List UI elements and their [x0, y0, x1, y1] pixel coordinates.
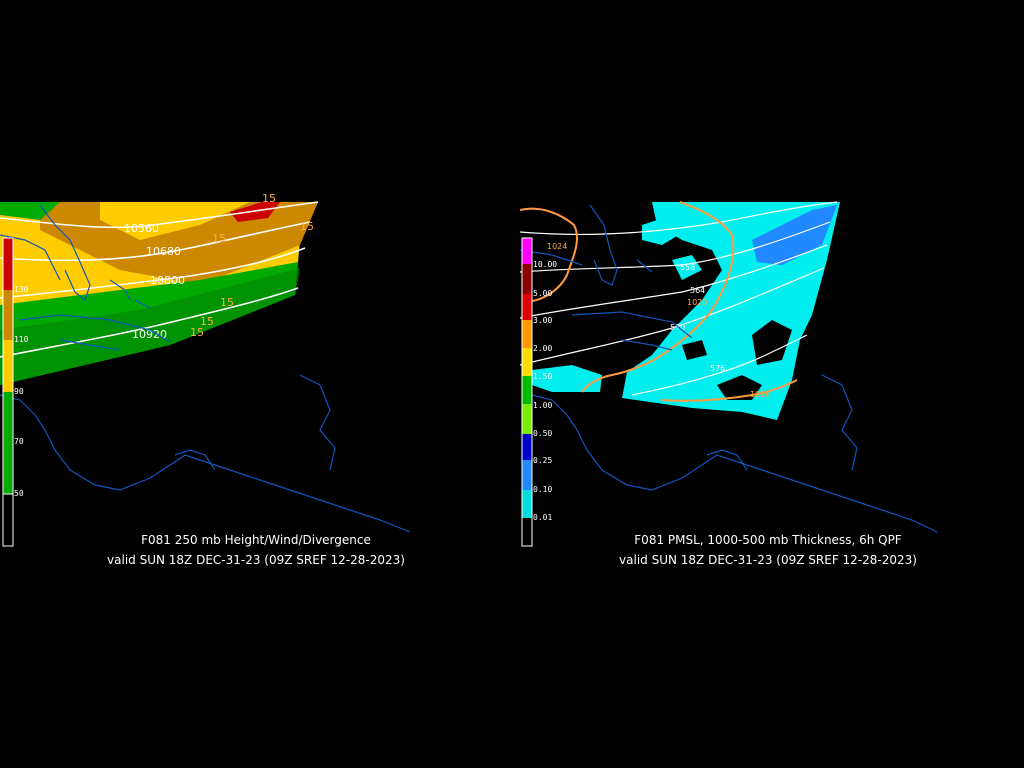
colorbar-label: 5.00 — [533, 289, 552, 298]
thickness-label: 558 — [680, 263, 695, 272]
right-map-valid-time: valid SUN 18Z DEC-31-23 (09Z SREF 12-28-… — [619, 553, 917, 567]
colorbar-swatch — [522, 376, 532, 404]
colorbar-swatch — [3, 392, 13, 442]
thickness-label: 576 — [710, 364, 725, 373]
isotach-label: 15 — [190, 326, 204, 339]
contour-label: 10680 — [146, 245, 181, 258]
left-map-panel: 10560 10680 10800 10920 15 15 15 15 15 1… — [0, 192, 411, 567]
colorbar-label: 3.00 — [533, 316, 552, 325]
colorbar-label: 10.00 — [533, 260, 557, 269]
colorbar-label: 1.50 — [533, 372, 552, 381]
colorbar-swatch — [522, 460, 532, 490]
left-map-valid-time: valid SUN 18Z DEC-31-23 (09Z SREF 12-28-… — [107, 553, 405, 567]
contour-label: 10920 — [132, 328, 167, 341]
colorbar-label: 110 — [14, 335, 29, 344]
colorbar-swatch — [3, 442, 13, 494]
left-colorbar: 130 110 90 70 50 — [2, 237, 29, 547]
right-colorbar: 10.00 5.00 3.00 2.00 1.50 1.00 0.50 0.25… — [521, 237, 557, 547]
thickness-label: 564 — [690, 286, 705, 295]
right-map-panel: 558 564 570 576 1024 1020 1016 — [512, 0, 1024, 768]
colorbar-swatch — [522, 518, 532, 546]
colorbar-label: 0.10 — [533, 485, 552, 494]
colorbar-swatch — [3, 290, 13, 340]
thickness-label: 570 — [670, 323, 685, 332]
colorbar-swatch — [522, 348, 532, 376]
contour-label: 10560 — [124, 222, 159, 235]
colorbar-label: 1.00 — [533, 401, 552, 410]
isotach-label: 15 — [262, 192, 276, 205]
pressure-label: 1024 — [547, 242, 567, 251]
pressure-isobars — [519, 201, 798, 402]
isotach-label: 15 — [300, 220, 314, 233]
colorbar-swatch — [522, 490, 532, 518]
wind-isotach-labels: 15 15 15 15 15 15 — [190, 192, 314, 339]
colorbar-swatch — [522, 238, 532, 264]
isotach-label: 15 — [212, 232, 226, 245]
right-map-graphic: 558 564 570 576 1024 1020 1016 — [519, 201, 938, 547]
pressure-labels: 1024 1020 1016 — [547, 242, 770, 399]
left-map-graphic: 10560 10680 10800 10920 15 15 15 15 15 1… — [0, 192, 411, 547]
colorbar-label: 90 — [14, 387, 24, 396]
isotach-label: 15 — [200, 315, 214, 328]
colorbar-label: 0.50 — [533, 429, 552, 438]
colorbar-label: 70 — [14, 437, 24, 446]
isotach-label: 15 — [220, 296, 234, 309]
colorbar-label: 2.00 — [533, 344, 552, 353]
colorbar-swatch — [522, 294, 532, 320]
height-contours — [0, 201, 319, 358]
colorbar-swatch — [522, 404, 532, 434]
colorbar-swatch — [3, 238, 13, 290]
thickness-labels: 558 564 570 576 — [670, 263, 725, 373]
coastline-outlines — [519, 204, 938, 533]
colorbar-label: 130 — [14, 285, 29, 294]
left-map-title: F081 250 mb Height/Wind/Divergence — [141, 533, 371, 547]
colorbar-swatch — [522, 434, 532, 460]
colorbar-label: 50 — [14, 489, 24, 498]
colorbar-swatch — [522, 320, 532, 348]
coastline-outlines — [0, 204, 411, 533]
height-contour-labels: 10560 10680 10800 10920 — [124, 222, 185, 341]
pressure-label: 1020 — [687, 298, 707, 307]
colorbar-label: 0.25 — [533, 456, 552, 465]
colorbar-swatch — [522, 264, 532, 294]
pressure-label: 1016 — [750, 390, 770, 399]
contour-label: 10800 — [150, 274, 185, 287]
colorbar-swatch — [3, 340, 13, 392]
colorbar-label: 0.01 — [533, 513, 552, 522]
right-map-title: F081 PMSL, 1000-500 mb Thickness, 6h QPF — [634, 533, 902, 547]
